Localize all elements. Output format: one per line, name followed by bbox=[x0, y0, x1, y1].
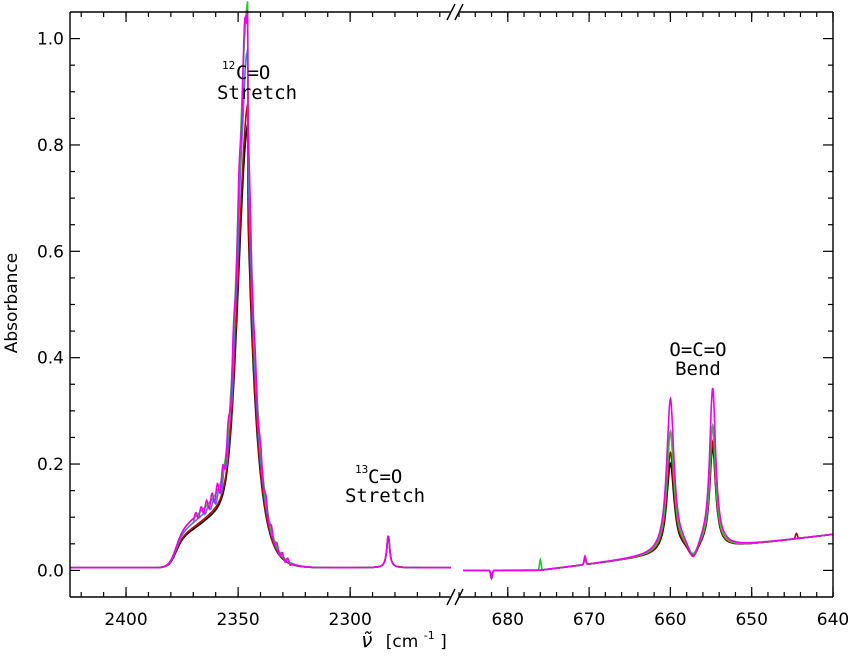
annotation-oco-bend: O=C=O Bend bbox=[669, 339, 726, 380]
series-lines bbox=[70, 1, 834, 581]
axis-break-mark bbox=[454, 3, 464, 21]
series-line-stretch bbox=[70, 9, 451, 569]
annotation-13co-sup: 13 bbox=[355, 463, 368, 476]
annotation-12co-label: Stretch bbox=[217, 82, 297, 104]
annotation-12co-sup: 12 bbox=[222, 59, 235, 72]
y-tick-label: 0.0 bbox=[37, 561, 64, 581]
annotation-13co-label: Stretch bbox=[345, 485, 425, 507]
y-tick-label: 0.4 bbox=[37, 349, 64, 369]
x-tick-label: 640 bbox=[817, 610, 849, 630]
series-line-bend bbox=[463, 422, 834, 581]
x-tick-label: 2350 bbox=[216, 610, 259, 630]
x-axis-unit-close: ] bbox=[440, 632, 447, 652]
series-line-bend bbox=[463, 439, 834, 581]
y-axis-title: Absorbance bbox=[2, 253, 22, 353]
x-tick-label: 680 bbox=[492, 610, 524, 630]
x-axis-unit-exponent: -1 bbox=[424, 629, 435, 642]
x-axis-title: ν̃ [cm -1 ] bbox=[361, 624, 447, 652]
annotation-oco-formula: O=C=O bbox=[669, 339, 726, 361]
axis-break-mark bbox=[446, 588, 456, 606]
axis-break-mark bbox=[446, 3, 456, 21]
y-tick-label: 0.8 bbox=[37, 136, 64, 156]
y-tick-label: 1.0 bbox=[37, 30, 64, 50]
y-tick-label: 0.6 bbox=[37, 242, 64, 262]
y-tick-labels: 0.0 0.2 0.4 0.6 0.8 1.0 bbox=[37, 30, 64, 582]
annotation-oco-label: Bend bbox=[675, 358, 721, 380]
x-tick-label: 650 bbox=[735, 610, 767, 630]
axis-ticks bbox=[70, 12, 834, 597]
x-tick-label: 670 bbox=[573, 610, 605, 630]
axis-break bbox=[446, 3, 464, 606]
x-tick-label: 660 bbox=[654, 610, 686, 630]
x-tick-label: 2300 bbox=[329, 610, 372, 630]
annotation-12co-formula: C=O bbox=[236, 62, 270, 84]
y-tick-label: 0.2 bbox=[37, 455, 64, 475]
annotation-13co-formula: C=O bbox=[368, 466, 402, 488]
x-tick-label: 2400 bbox=[104, 610, 147, 630]
x-axis-symbol: ν̃ bbox=[361, 628, 372, 652]
axis-break-mark bbox=[454, 588, 464, 606]
series-line-bend bbox=[463, 387, 834, 581]
x-axis-unit: [cm bbox=[386, 632, 419, 652]
series-line-bend bbox=[463, 422, 834, 581]
annotation-12co-stretch: 12 C=O Stretch bbox=[217, 59, 297, 104]
annotation-13co-stretch: 13 C=O Stretch bbox=[345, 463, 425, 507]
series-line-bend bbox=[463, 444, 834, 581]
x-tick-labels: 2400 2350 2300 680 670 660 650 640 bbox=[104, 610, 849, 630]
